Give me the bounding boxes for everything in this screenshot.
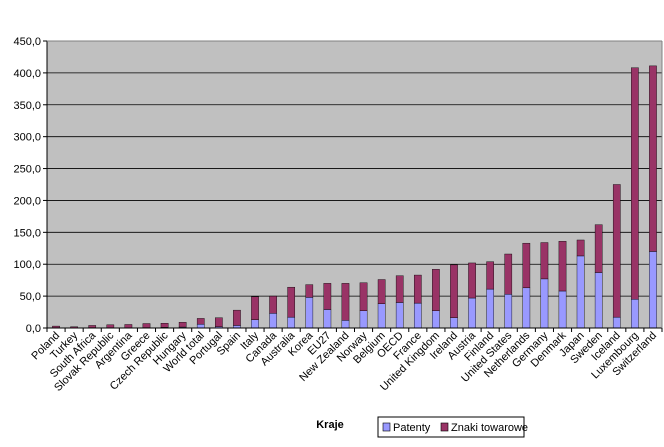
bar-patenty (468, 297, 476, 329)
bar-znaki-towarowe (88, 325, 97, 328)
legend-label-znaki-towarowe: Znaki towarowe (451, 422, 528, 434)
bar-znaki-towarowe (558, 241, 567, 292)
y-tick-label: 400,0 (13, 68, 41, 80)
bar-patenty (540, 278, 549, 329)
bar-znaki-towarowe (160, 323, 169, 328)
bar-znaki-towarowe (540, 242, 549, 280)
legend-label-patenty: Patenty (393, 422, 431, 434)
plot-area (47, 41, 662, 328)
bar-znaki-towarowe (196, 318, 205, 325)
bar-znaki-towarowe (52, 325, 60, 328)
bar-patenty (395, 302, 404, 329)
bar-znaki-towarowe (377, 279, 386, 304)
bar-znaki-towarowe (594, 224, 603, 273)
bar-znaki-towarowe (395, 275, 404, 303)
bar-patenty (377, 303, 386, 329)
bar-znaki-towarowe (323, 283, 332, 310)
bar-patenty (269, 313, 277, 329)
y-tick-label: 50,0 (20, 291, 41, 303)
bar-znaki-towarowe (450, 264, 458, 318)
bar-znaki-towarowe (287, 286, 296, 318)
bar-znaki-towarowe (359, 282, 368, 311)
bar-znaki-towarowe (504, 253, 513, 295)
bar-znaki-towarowe (251, 296, 259, 320)
bar-patenty (631, 299, 639, 329)
y-tick-label: 350,0 (13, 100, 41, 112)
bar-znaki-towarowe (631, 67, 639, 300)
bar-patenty (594, 272, 603, 329)
bar-patenty (558, 290, 567, 329)
bar-patenty (196, 323, 205, 329)
y-tick-label: 200,0 (13, 195, 41, 207)
x-axis-label: Kraje (316, 419, 344, 431)
bar-znaki-towarowe (124, 324, 133, 328)
bar-patenty (323, 309, 332, 329)
bar-znaki-towarowe (612, 184, 621, 318)
bar-znaki-towarowe (178, 322, 187, 328)
bar-znaki-towarowe (522, 242, 531, 289)
bar-patenty (576, 255, 585, 329)
axes (46, 40, 663, 332)
y-tick-label: 450,0 (13, 36, 41, 48)
bar-patenty (432, 310, 440, 329)
bar-patenty (305, 297, 314, 329)
bar-znaki-towarowe (576, 239, 585, 257)
bar-znaki-towarowe (305, 284, 314, 298)
bar-patenty (413, 302, 422, 329)
bar-patenty (649, 251, 657, 329)
y-tick-label: 250,0 (13, 164, 41, 176)
legend-swatch-patenty (382, 422, 391, 432)
bar-znaki-towarowe (432, 269, 440, 311)
y-tick-label: 150,0 (13, 227, 41, 239)
bar-znaki-towarowe (468, 262, 476, 299)
bar-patenty (486, 288, 494, 329)
bar-patenty (251, 319, 259, 329)
bar-znaki-towarowe (142, 323, 151, 328)
bar-patenty (341, 320, 350, 329)
bar-patenty (504, 293, 513, 329)
bar-znaki-towarowe (106, 324, 115, 328)
bar-znaki-towarowe (233, 309, 241, 326)
y-tick-label: 0,0 (26, 323, 41, 335)
bar-patenty (359, 310, 368, 329)
bar-patenty (287, 316, 296, 329)
bars (52, 65, 657, 329)
y-tick-label: 300,0 (13, 132, 41, 144)
legend: Patenty Znaki towarowe (377, 416, 528, 438)
legend-swatch-znaki-towarowe (440, 422, 449, 432)
bar-znaki-towarowe (269, 295, 277, 314)
bar-patenty (612, 316, 621, 329)
bar-patenty (450, 317, 458, 329)
bar-znaki-towarowe (341, 283, 350, 321)
bar-znaki-towarowe (649, 65, 657, 252)
y-tick-label: 100,0 (13, 259, 41, 271)
legend-box (377, 416, 525, 438)
y-tick-labels: 0,0 50,0 100,0 150,0 200,0 250,0 300,0 350,0 400… (13, 36, 41, 335)
bar-znaki-towarowe (413, 274, 422, 304)
bar-patenty (522, 287, 531, 329)
bar-znaki-towarowe (215, 317, 223, 327)
bar-znaki-towarowe (486, 261, 494, 290)
